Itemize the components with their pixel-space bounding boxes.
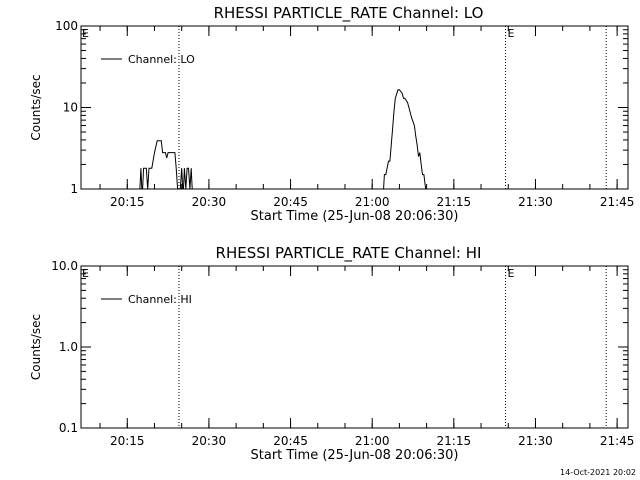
x-tick-label: 21:45	[600, 434, 635, 448]
x-tick-label: 20:15	[110, 195, 145, 209]
plot-timestamp: 14-Oct-2021 20:02	[560, 468, 636, 477]
y-tick-label: 0.1	[59, 421, 78, 435]
y-axis-label: Counts/sec	[29, 74, 43, 140]
series-line-1	[139, 89, 427, 189]
x-tick-label: 21:00	[355, 195, 390, 209]
marker-label-2: E	[508, 267, 515, 280]
chart-panel-2: RHESSI PARTICLE_RATE Channel: HIEE0.11.0…	[29, 244, 634, 463]
y-tick-label: 1.0	[59, 340, 78, 354]
y-tick-label: 10	[63, 101, 78, 115]
chart-panel-1: RHESSI PARTICLE_RATE Channel: LOEE110100…	[29, 4, 634, 224]
plot-frame	[80, 25, 629, 190]
plot-frame	[80, 265, 629, 429]
chart-title: RHESSI PARTICLE_RATE Channel: LO	[214, 4, 484, 23]
x-tick-label: 21:15	[437, 195, 472, 209]
x-tick-label: 20:45	[273, 434, 308, 448]
x-tick-label: 20:15	[110, 434, 145, 448]
x-tick-label: 21:30	[518, 434, 553, 448]
legend-label: Channel: LO	[128, 53, 195, 66]
x-tick-label: 21:00	[355, 434, 390, 448]
x-tick-label: 20:45	[273, 195, 308, 209]
y-tick-label: 1	[70, 182, 78, 196]
x-tick-label: 21:45	[600, 195, 635, 209]
chart-title: RHESSI PARTICLE_RATE Channel: HI	[216, 244, 482, 263]
legend-label: Channel: HI	[128, 293, 192, 306]
y-tick-label: 100	[55, 19, 78, 33]
marker-label-2: E	[508, 27, 515, 40]
x-tick-label: 20:30	[192, 195, 227, 209]
x-tick-label: 21:30	[518, 195, 553, 209]
y-tick-label: 10.0	[51, 259, 78, 273]
y-axis-label: Counts/sec	[29, 314, 43, 380]
x-tick-label: 20:30	[192, 434, 227, 448]
x-axis-label: Start Time (25-Jun-08 20:06:30)	[251, 448, 459, 463]
x-axis-label: Start Time (25-Jun-08 20:06:30)	[251, 209, 459, 224]
x-tick-label: 21:15	[437, 434, 472, 448]
